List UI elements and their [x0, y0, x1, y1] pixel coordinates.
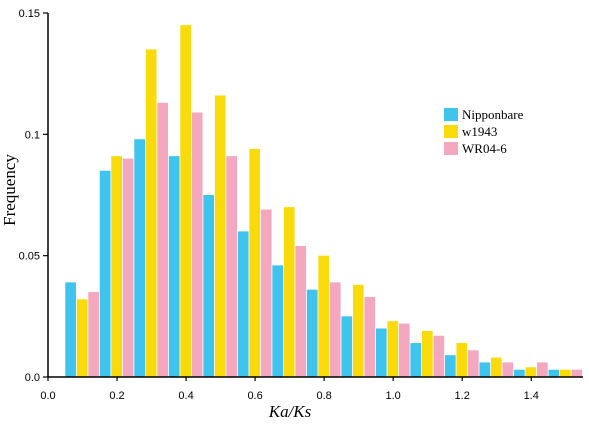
bar-w1943-5 — [249, 148, 261, 377]
x-tick-label-2: 0.4 — [178, 390, 193, 402]
bar-w1943-11 — [456, 343, 468, 377]
bar-wr04-6-0 — [88, 292, 99, 377]
x-tick-label-0: 0.0 — [40, 390, 55, 402]
bar-wr04-6-9 — [398, 323, 410, 377]
legend-swatch-wr04-6 — [444, 142, 458, 155]
bar-w1943-9 — [387, 321, 399, 377]
x-tick-label-3: 0.6 — [247, 390, 262, 402]
x-tick-label-6: 1.2 — [455, 390, 470, 402]
bar-w1943-12 — [490, 357, 502, 377]
x-tick-label-4: 0.8 — [316, 390, 331, 402]
bar-wr04-6-10 — [433, 335, 445, 377]
y-ticks: 0.0 0.05 0.1 0.15 — [19, 8, 48, 384]
x-tick-label-7: 1.4 — [524, 390, 539, 402]
y-tick-label-1: 0.05 — [19, 251, 40, 263]
bar-nipponbare-7 — [306, 289, 318, 377]
x-tick-label-5: 1.0 — [386, 390, 401, 402]
bar-w1943-4 — [214, 95, 226, 377]
x-axis-title: Ka/Ks — [268, 402, 312, 421]
bar-w1943-3 — [180, 25, 192, 377]
bar-wr04-6-2 — [157, 102, 169, 377]
bar-wr04-6-4 — [226, 156, 238, 377]
legend-swatch-nipponbare — [444, 108, 458, 121]
bar-w1943-2 — [145, 49, 157, 378]
bar-wr04-6-5 — [260, 209, 272, 377]
bar-nipponbare-14 — [548, 369, 560, 377]
bar-nipponbare-4 — [203, 195, 215, 377]
bar-nipponbare-1 — [99, 170, 111, 377]
bar-nipponbare-3 — [168, 156, 180, 377]
bar-w1943-14 — [559, 369, 571, 377]
bar-w1943-1 — [111, 156, 122, 377]
bar-wr04-6-13 — [536, 362, 548, 377]
bar-wr04-6-11 — [467, 350, 479, 377]
bar-nipponbare-6 — [272, 265, 284, 377]
y-tick-label-3: 0.15 — [19, 8, 40, 20]
bars — [65, 25, 583, 378]
bar-w1943-13 — [525, 367, 537, 377]
x-tick-label-1: 0.2 — [109, 390, 124, 402]
x-ticks: 0.0 0.2 0.4 0.6 0.8 1.0 1.2 1.4 — [40, 377, 539, 402]
y-axis-title: Frequency — [0, 154, 19, 226]
y-tick-label-0: 0.0 — [25, 372, 40, 384]
bar-nipponbare-5 — [237, 231, 249, 377]
bar-nipponbare-2 — [134, 139, 145, 377]
bar-w1943-7 — [318, 255, 330, 377]
bar-wr04-6-8 — [364, 296, 376, 377]
bar-wr04-6-1 — [122, 158, 134, 377]
bar-nipponbare-11 — [444, 355, 456, 377]
bar-wr04-6-12 — [502, 362, 514, 377]
legend-label-nipponbare: Nipponbare — [462, 107, 524, 122]
bar-w1943-0 — [76, 299, 88, 377]
legend-label-w1943: w1943 — [462, 124, 497, 139]
bar-nipponbare-9 — [375, 328, 387, 377]
bar-w1943-10 — [421, 330, 433, 377]
bar-nipponbare-0 — [65, 282, 76, 377]
bar-nipponbare-8 — [341, 316, 353, 377]
legend: Nipponbare w1943 WR04-6 — [444, 107, 524, 156]
legend-label-wr04-6: WR04-6 — [462, 141, 507, 156]
bar-nipponbare-10 — [410, 343, 422, 377]
bar-nipponbare-13 — [513, 369, 525, 377]
legend-swatch-w1943 — [444, 125, 458, 138]
bar-wr04-6-3 — [191, 112, 203, 378]
bar-w1943-8 — [352, 284, 364, 377]
bar-nipponbare-12 — [479, 362, 491, 377]
bar-wr04-6-7 — [329, 282, 341, 377]
y-tick-label-2: 0.1 — [25, 129, 40, 141]
bar-wr04-6-14 — [571, 369, 583, 377]
bar-wr04-6-6 — [295, 245, 307, 377]
bar-w1943-6 — [283, 207, 295, 377]
